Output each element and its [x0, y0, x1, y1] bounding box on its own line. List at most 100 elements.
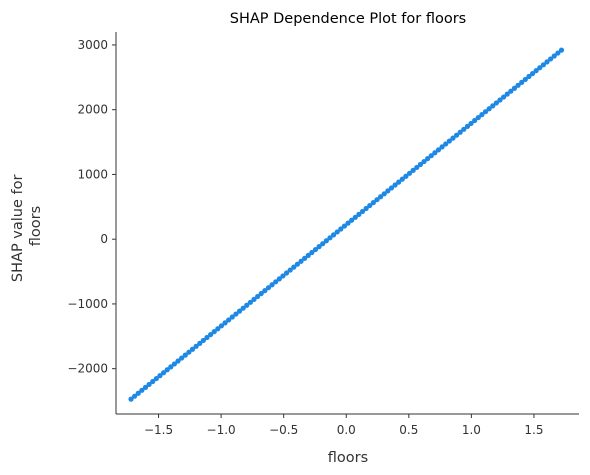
data-point	[548, 56, 554, 62]
data-point	[453, 132, 460, 138]
data-point	[302, 255, 308, 261]
data-point	[211, 329, 217, 335]
plot-area: −1.5 −1.0 −0.5 0.0 0.5 1.0 1.5 −2000 −1000 0 1000…	[67, 32, 579, 437]
x-tick-label: −1.5	[144, 423, 173, 437]
data-point	[186, 349, 192, 355]
data-point	[555, 50, 561, 56]
data-point	[363, 205, 369, 212]
y-tick-label: −2000	[67, 362, 108, 376]
y-tick-label: −1000	[67, 297, 108, 311]
data-point	[218, 323, 225, 329]
data-point	[522, 76, 528, 83]
data-point	[320, 241, 326, 247]
data-point	[287, 267, 293, 273]
data-point	[396, 179, 402, 185]
data-point	[399, 176, 405, 182]
data-point	[497, 97, 503, 103]
data-point	[208, 331, 214, 338]
data-point	[204, 334, 210, 341]
y-tick-label: 3000	[77, 38, 108, 52]
data-point	[330, 232, 337, 238]
data-point	[316, 244, 322, 250]
data-point	[276, 276, 282, 282]
data-point	[193, 343, 199, 349]
y-axis-label-line-1: SHAP value for	[10, 175, 26, 283]
data-point	[175, 358, 181, 364]
data-point	[370, 200, 376, 206]
data-point	[388, 185, 395, 191]
y-tick-label: 1000	[77, 167, 108, 181]
data-point	[200, 337, 206, 344]
x-tick-label: −1.0	[207, 423, 236, 437]
data-point	[385, 188, 391, 194]
data-point	[486, 106, 492, 112]
data-point	[182, 352, 188, 358]
data-point	[139, 387, 145, 393]
data-point	[425, 156, 431, 162]
data-point	[392, 182, 398, 188]
y-tick-label: 0	[100, 232, 108, 246]
data-point	[294, 261, 301, 267]
y-axis-ticks: −2000 −1000 0 1000 2000 3000	[67, 38, 116, 376]
data-point	[504, 91, 510, 97]
data-point	[421, 158, 427, 165]
data-point	[493, 100, 499, 106]
data-point	[479, 112, 485, 118]
data-point	[312, 246, 319, 253]
data-point	[468, 120, 474, 127]
x-axis-label: floors	[328, 450, 368, 466]
data-point	[280, 273, 286, 279]
data-point	[240, 305, 246, 311]
data-point	[475, 114, 481, 121]
data-point	[164, 367, 170, 373]
data-point	[533, 68, 539, 74]
data-point	[291, 264, 297, 270]
data-point	[529, 70, 536, 77]
y-axis-label: SHAP value for floors	[10, 170, 44, 282]
x-tick-label: 0.5	[399, 423, 418, 437]
data-point	[273, 279, 279, 285]
data-point	[349, 217, 355, 223]
data-point	[189, 346, 196, 352]
data-point	[511, 85, 518, 91]
data-point	[334, 229, 340, 235]
x-tick-label: −0.5	[269, 423, 298, 437]
data-point	[378, 194, 384, 200]
data-point	[450, 135, 456, 141]
data-point	[558, 47, 565, 53]
data-point	[157, 373, 163, 379]
data-point	[356, 211, 362, 217]
data-point	[381, 191, 387, 197]
data-point	[153, 375, 159, 382]
data-point	[222, 320, 228, 326]
data-point	[501, 94, 507, 100]
data-point	[435, 147, 442, 153]
data-point	[464, 123, 471, 129]
data-point	[309, 249, 315, 256]
data-point	[128, 396, 134, 402]
x-axis-ticks: −1.5 −1.0 −0.5 0.0 0.5 1.0 1.5	[144, 414, 543, 437]
data-point	[265, 285, 272, 291]
data-point	[439, 144, 445, 150]
data-points	[128, 47, 565, 402]
data-point	[283, 270, 290, 276]
data-point	[258, 290, 264, 297]
data-point	[403, 173, 409, 179]
data-point	[341, 223, 348, 229]
data-point	[168, 364, 174, 370]
data-point	[269, 282, 275, 288]
x-tick-label: 1.5	[524, 423, 543, 437]
data-point	[338, 226, 344, 232]
data-point	[461, 126, 467, 132]
chart-title: SHAP Dependence Plot for floors	[230, 11, 466, 27]
data-point	[197, 340, 203, 346]
data-point	[255, 293, 261, 300]
data-point	[526, 73, 532, 80]
data-point	[171, 361, 178, 367]
data-point	[551, 53, 557, 59]
data-point	[414, 164, 420, 171]
data-point	[544, 59, 550, 65]
x-tick-label: 0.0	[337, 423, 356, 437]
y-tick-label: 2000	[77, 103, 108, 117]
